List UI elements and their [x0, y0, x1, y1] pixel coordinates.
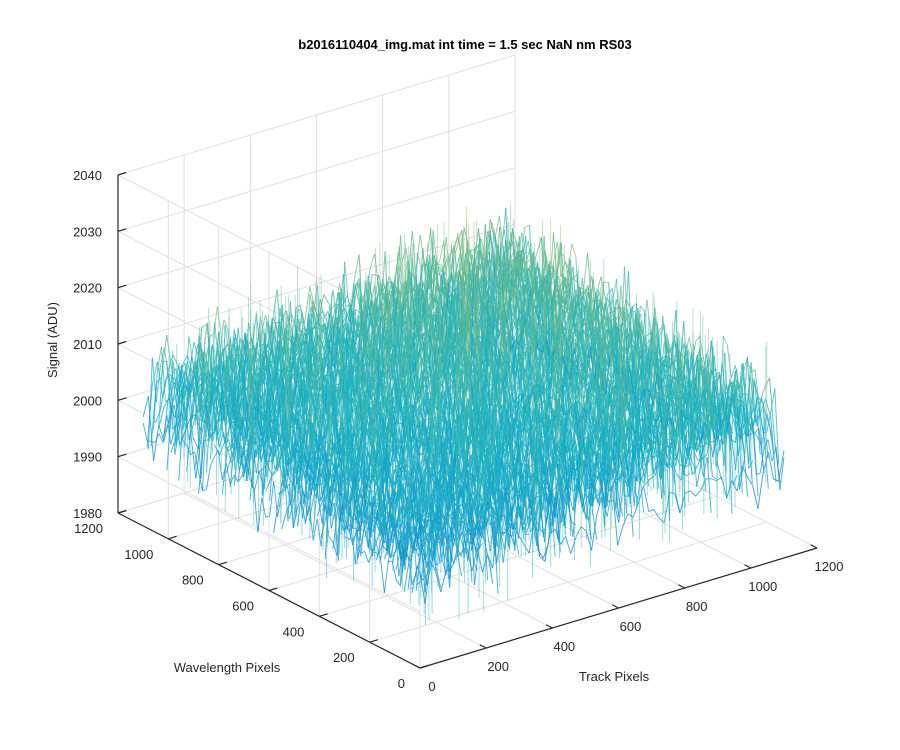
surface-mesh-line	[309, 286, 316, 308]
floor-grid-line	[319, 495, 717, 617]
surface-mesh-line	[743, 393, 749, 396]
surface-mesh-line	[571, 277, 578, 283]
surface-mesh-line	[481, 554, 489, 573]
surface-mesh-line	[195, 438, 202, 479]
surface-mesh-line	[769, 377, 776, 443]
surface-mesh-line	[539, 556, 546, 562]
surface-mesh-line	[284, 465, 292, 491]
surface-mesh-line	[689, 490, 696, 497]
back-wall-grid-line	[117, 167, 516, 289]
surface-mesh-line	[603, 281, 609, 284]
surface-mesh-line	[580, 526, 587, 532]
surface-mesh-line	[673, 364, 680, 393]
surface-mesh-line	[383, 510, 390, 523]
surface-mesh-line	[744, 374, 751, 456]
surface-mesh-line	[691, 419, 698, 487]
surface-mesh-line	[611, 485, 619, 546]
surface-mesh-line	[265, 478, 272, 492]
surface-mesh-line	[147, 396, 155, 461]
surface-mesh-line	[219, 441, 226, 456]
surface-mesh-line	[723, 386, 730, 393]
surface-mesh-line	[178, 401, 185, 481]
surface-mesh-line	[575, 526, 582, 538]
surface-mesh-line	[684, 490, 691, 494]
surface-mesh-line	[201, 323, 208, 328]
floor-grid-line	[369, 521, 767, 643]
surface-mesh-line	[475, 523, 482, 550]
surface-mesh-line	[186, 354, 194, 374]
surface-mesh-line	[440, 571, 447, 593]
surface-mesh-line	[653, 454, 660, 475]
surface-mesh-line	[758, 388, 765, 405]
surface-mesh-line	[695, 489, 702, 497]
surface-mesh-line	[181, 354, 188, 366]
surface-mesh-line	[277, 490, 284, 495]
signal-surface	[142, 204, 785, 626]
surface-mesh-line	[142, 395, 149, 418]
surface-mesh-line	[151, 361, 159, 385]
surface-mesh-line	[217, 360, 224, 368]
surface-mesh-line	[172, 354, 179, 367]
surface-mesh-line	[607, 288, 613, 295]
surface-mesh-line	[368, 253, 376, 272]
surface-mesh-line	[424, 560, 431, 604]
surface-mesh-line	[535, 237, 542, 256]
surface-mesh-line	[281, 510, 288, 529]
surface-mesh-line	[353, 254, 360, 283]
surface-mesh-line	[617, 526, 624, 546]
surface-mesh-line	[759, 398, 767, 413]
surface-mesh-line	[254, 449, 261, 458]
surface-mesh-line	[192, 437, 199, 450]
surface-mesh-line	[323, 294, 330, 305]
surface-mesh-line	[625, 298, 632, 310]
surface-mesh-line	[524, 224, 530, 229]
surface-mesh-line	[739, 455, 746, 490]
surface-mesh-line	[450, 556, 457, 569]
surface-mesh-line	[285, 476, 292, 506]
surface-mesh-line	[658, 517, 665, 523]
surface-mesh-line	[491, 221, 498, 245]
surface-mesh-line	[166, 335, 173, 370]
surface-mesh-line	[653, 509, 660, 519]
surface-mesh-line	[622, 513, 629, 527]
surface-mesh-line	[158, 406, 165, 427]
surface-mesh-line	[253, 471, 260, 494]
surface-mesh-line	[372, 273, 378, 277]
surface-mesh-line	[658, 323, 665, 332]
surface-mesh-line	[756, 435, 763, 446]
surface-mesh-line	[643, 485, 650, 512]
surface-mesh-line	[153, 425, 160, 461]
back-wall-grid-line	[117, 54, 516, 176]
surface-mesh-line	[613, 500, 620, 523]
surface-mesh-line	[648, 508, 655, 512]
surface-mesh-line	[292, 449, 300, 527]
surface-mesh-line	[273, 498, 280, 533]
surface-mesh-line	[435, 571, 442, 593]
surface-mesh-line	[571, 274, 578, 281]
side-wall-grid-line	[117, 456, 421, 613]
surface-mesh-line	[403, 558, 410, 592]
surface-mesh-line	[190, 432, 197, 479]
surface-mesh-line	[570, 536, 577, 554]
surface-mesh-line	[509, 312, 516, 326]
surface-mesh-line	[523, 544, 530, 554]
surface-mesh-line	[344, 536, 351, 541]
surface-mesh-line	[486, 507, 494, 533]
surface-mesh-line	[471, 547, 478, 572]
back-wall-grid-line	[117, 110, 516, 232]
surface-mesh-line	[565, 536, 572, 554]
surface-mesh-line	[299, 333, 306, 353]
surface-mesh-line	[591, 514, 598, 551]
surface-mesh-line	[670, 387, 677, 394]
surface-mesh-line	[304, 286, 311, 324]
